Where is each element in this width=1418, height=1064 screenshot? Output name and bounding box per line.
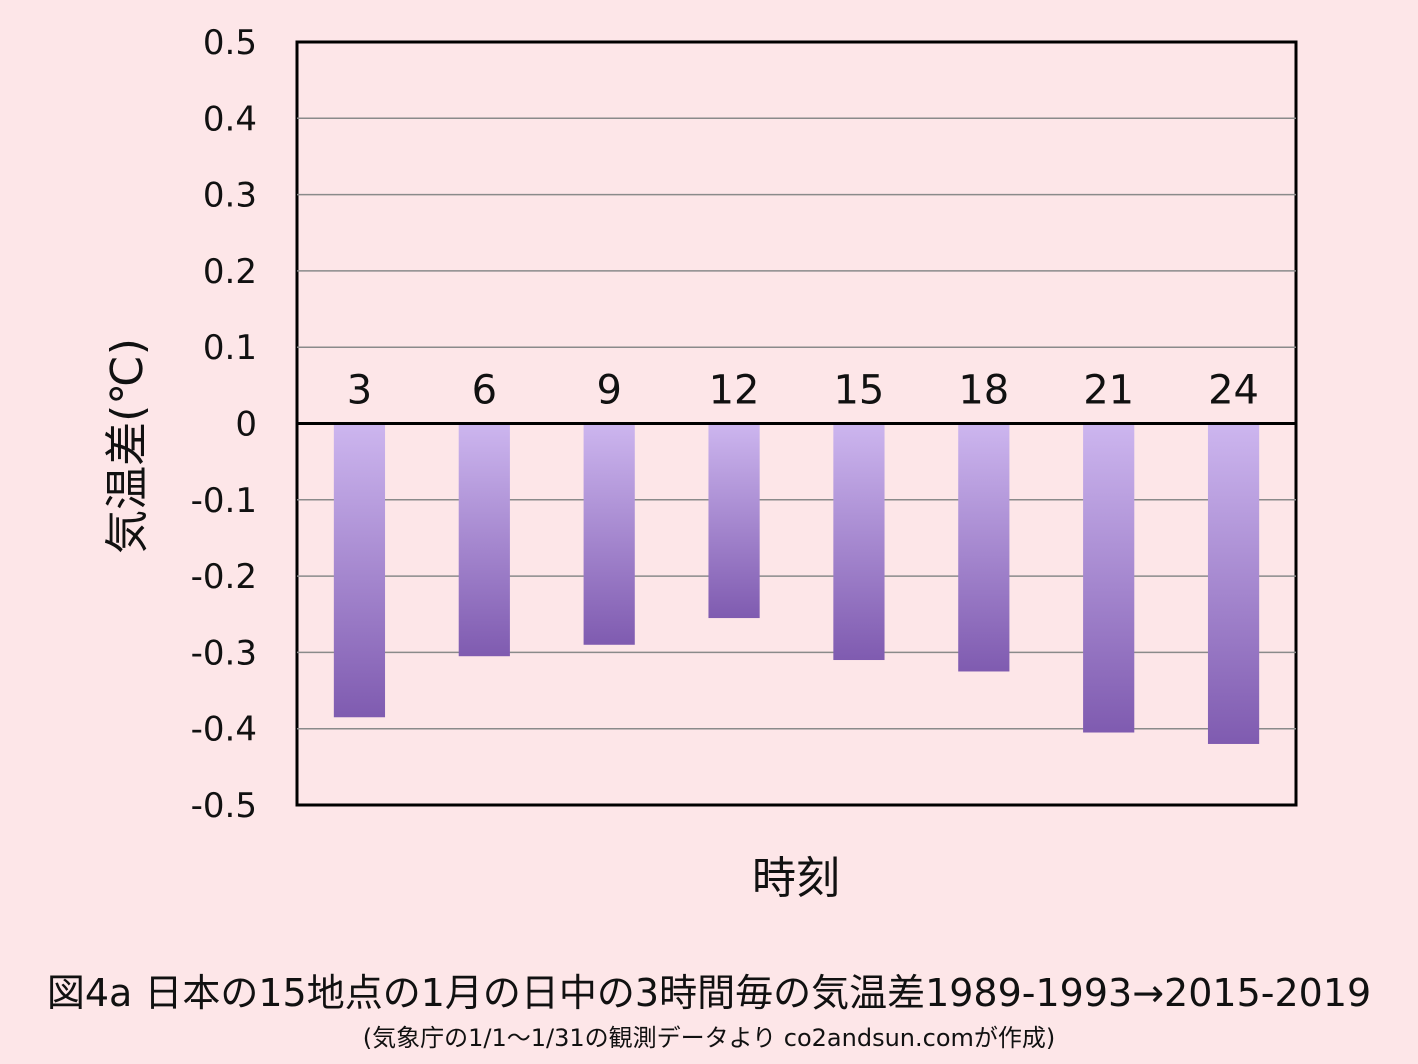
category-label-9: 9: [596, 368, 621, 414]
y-tick-label: -0.1: [191, 481, 257, 521]
figure-caption: 図4a 日本の15地点の1月の日中の3時間毎の気温差1989-1993→2015…: [46, 971, 1372, 1015]
source-note: (気象庁の1/1〜1/31の観測データより co2andsun.comが作成): [362, 1024, 1056, 1052]
bar-24: [1207, 423, 1260, 744]
y-tick-label: -0.3: [191, 633, 257, 673]
y-tick-label: 0.4: [203, 99, 257, 139]
bar-21: [1083, 423, 1135, 733]
category-label-6: 6: [472, 368, 497, 414]
bar-18: [958, 423, 1010, 672]
y-tick-label: 0.2: [203, 252, 257, 292]
category-label-24: 24: [1208, 368, 1259, 414]
bar-3: [333, 423, 386, 718]
y-tick-label: 0.3: [203, 176, 257, 216]
y-tick-label: -0.4: [191, 710, 257, 750]
x-axis-title: 時刻: [752, 853, 840, 904]
category-label-15: 15: [833, 368, 884, 414]
category-label-12: 12: [709, 368, 760, 414]
y-tick-label: -0.5: [191, 786, 257, 826]
category-label-18: 18: [958, 368, 1009, 414]
y-axis-title: 気温差(℃): [102, 338, 153, 554]
y-tick-label: -0.2: [191, 557, 257, 597]
bar-15: [833, 423, 885, 661]
bar-9: [583, 423, 635, 645]
y-tick-label: 0: [235, 405, 257, 445]
bar-6: [458, 423, 510, 657]
y-tick-label: 0.1: [203, 328, 257, 368]
category-label-21: 21: [1083, 368, 1134, 414]
bar-12: [708, 423, 760, 619]
category-label-3: 3: [347, 368, 372, 414]
y-tick-label: 0.5: [203, 23, 257, 63]
